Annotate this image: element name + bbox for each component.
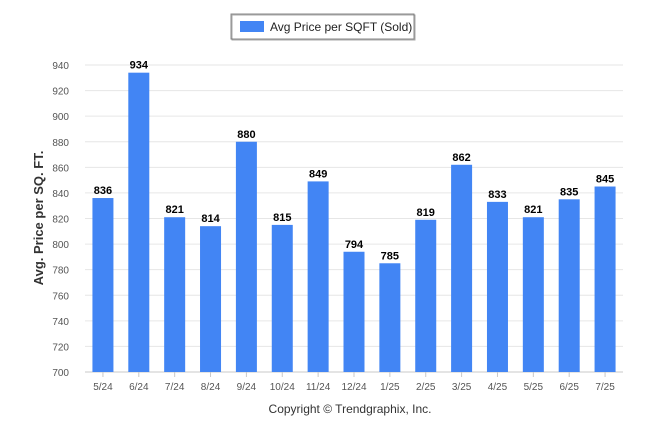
y-tick-label: 900 xyxy=(52,112,69,123)
x-tick-label: 11/24 xyxy=(306,382,331,393)
bar-3-25[interactable] xyxy=(451,164,473,372)
y-tick-label: 760 xyxy=(52,291,69,302)
x-tick-label: 5/25 xyxy=(524,382,544,393)
copyright-text: Copyright © Trendgraphix, Inc. xyxy=(269,402,432,416)
legend[interactable]: Avg Price per SQFT (Sold) xyxy=(230,13,416,41)
x-tick-label: 6/25 xyxy=(559,382,579,393)
y-tick-label: 700 xyxy=(52,368,69,379)
legend-shadow xyxy=(231,14,416,41)
y-tick-label: 780 xyxy=(52,266,69,277)
bar-5-25[interactable] xyxy=(522,217,544,372)
y-tick-label: 840 xyxy=(52,189,69,200)
bar-4-25[interactable] xyxy=(486,201,508,372)
x-tick-label: 2/25 xyxy=(416,382,436,393)
data-labels: 836 934 821 814 880 815 849 794 785 819 862 833 821 8… xyxy=(94,60,614,263)
y-tick-label: 860 xyxy=(52,163,69,174)
x-tick-label: 7/24 xyxy=(165,382,185,393)
x-tick-label: 10/24 xyxy=(270,382,295,393)
bar-value-label: 849 xyxy=(309,168,327,180)
bars xyxy=(92,72,616,373)
bar-value-label: 815 xyxy=(273,212,291,224)
bar-value-label: 819 xyxy=(417,207,435,219)
bar-value-label: 821 xyxy=(524,204,542,216)
bar-value-label: 785 xyxy=(381,250,399,262)
bar-11-24[interactable] xyxy=(307,181,329,372)
y-tick-label: 880 xyxy=(52,138,69,149)
bar-value-label: 862 xyxy=(452,152,470,164)
bar-7-25[interactable] xyxy=(594,186,616,372)
y-axis-ticks: 700 720 740 760 780 800 820 840 860 880 900 920 940 xyxy=(52,61,69,379)
x-tick-label: 5/24 xyxy=(93,382,113,393)
y-axis-title: Avg. Price per SQ. FT. xyxy=(31,151,46,286)
y-tick-label: 720 xyxy=(52,342,69,353)
y-tick-label: 740 xyxy=(52,317,69,328)
bar-8-24[interactable] xyxy=(200,226,222,372)
bar-value-label: 934 xyxy=(130,60,149,72)
bar-6-24[interactable] xyxy=(128,72,150,373)
bar-value-label: 833 xyxy=(488,189,506,201)
bar-1-25[interactable] xyxy=(379,263,401,372)
bar-6-25[interactable] xyxy=(558,199,580,372)
bar-12-24[interactable] xyxy=(343,251,365,372)
x-tick-label: 9/24 xyxy=(237,382,257,393)
x-axis-ticks: 5/24 6/24 7/24 8/24 9/24 10/24 11/24 12/24 1/25 2… xyxy=(93,372,615,393)
bar-9-24[interactable] xyxy=(235,141,257,372)
y-tick-label: 800 xyxy=(52,240,69,251)
bar-value-label: 814 xyxy=(201,213,220,225)
y-tick-label: 820 xyxy=(52,215,69,226)
legend-swatch xyxy=(240,21,264,32)
x-tick-label: 6/24 xyxy=(129,382,149,393)
x-tick-label: 4/25 xyxy=(488,382,508,393)
x-tick-label: 1/25 xyxy=(380,382,400,393)
y-tick-label: 920 xyxy=(52,87,69,98)
bar-value-label: 880 xyxy=(237,129,255,141)
bar-7-24[interactable] xyxy=(164,217,186,372)
bar-value-label: 835 xyxy=(560,186,578,198)
bar-value-label: 845 xyxy=(596,174,614,186)
bar-value-label: 794 xyxy=(345,239,364,251)
y-tick-label: 940 xyxy=(52,61,69,72)
x-tick-label: 12/24 xyxy=(341,382,366,393)
bar-2-25[interactable] xyxy=(415,219,437,372)
bar-10-24[interactable] xyxy=(271,224,293,372)
x-tick-label: 7/25 xyxy=(595,382,615,393)
bar-value-label: 836 xyxy=(94,185,112,197)
x-tick-label: 3/25 xyxy=(452,382,472,393)
bar-5-24[interactable] xyxy=(92,198,114,372)
bar-value-label: 821 xyxy=(165,204,183,216)
x-tick-label: 8/24 xyxy=(201,382,221,393)
legend-label: Avg Price per SQFT (Sold) xyxy=(270,20,412,34)
